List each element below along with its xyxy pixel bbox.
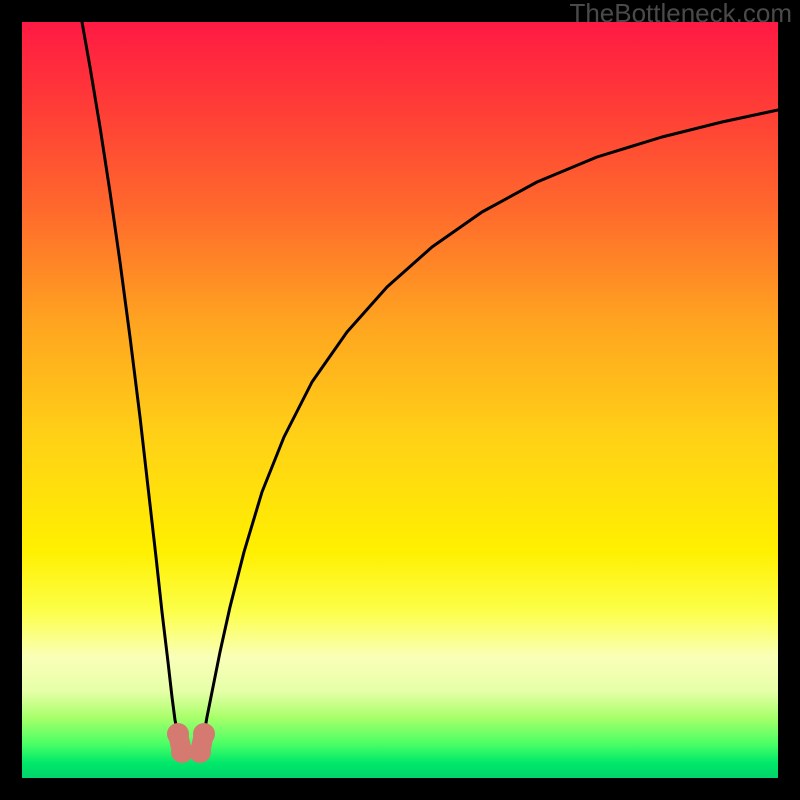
chart-canvas: TheBottleneck.com xyxy=(0,0,800,800)
plot-area xyxy=(22,22,778,778)
watermark-text: TheBottleneck.com xyxy=(569,0,792,29)
trough-marker-dot xyxy=(193,723,215,745)
curve-svg xyxy=(22,22,778,778)
